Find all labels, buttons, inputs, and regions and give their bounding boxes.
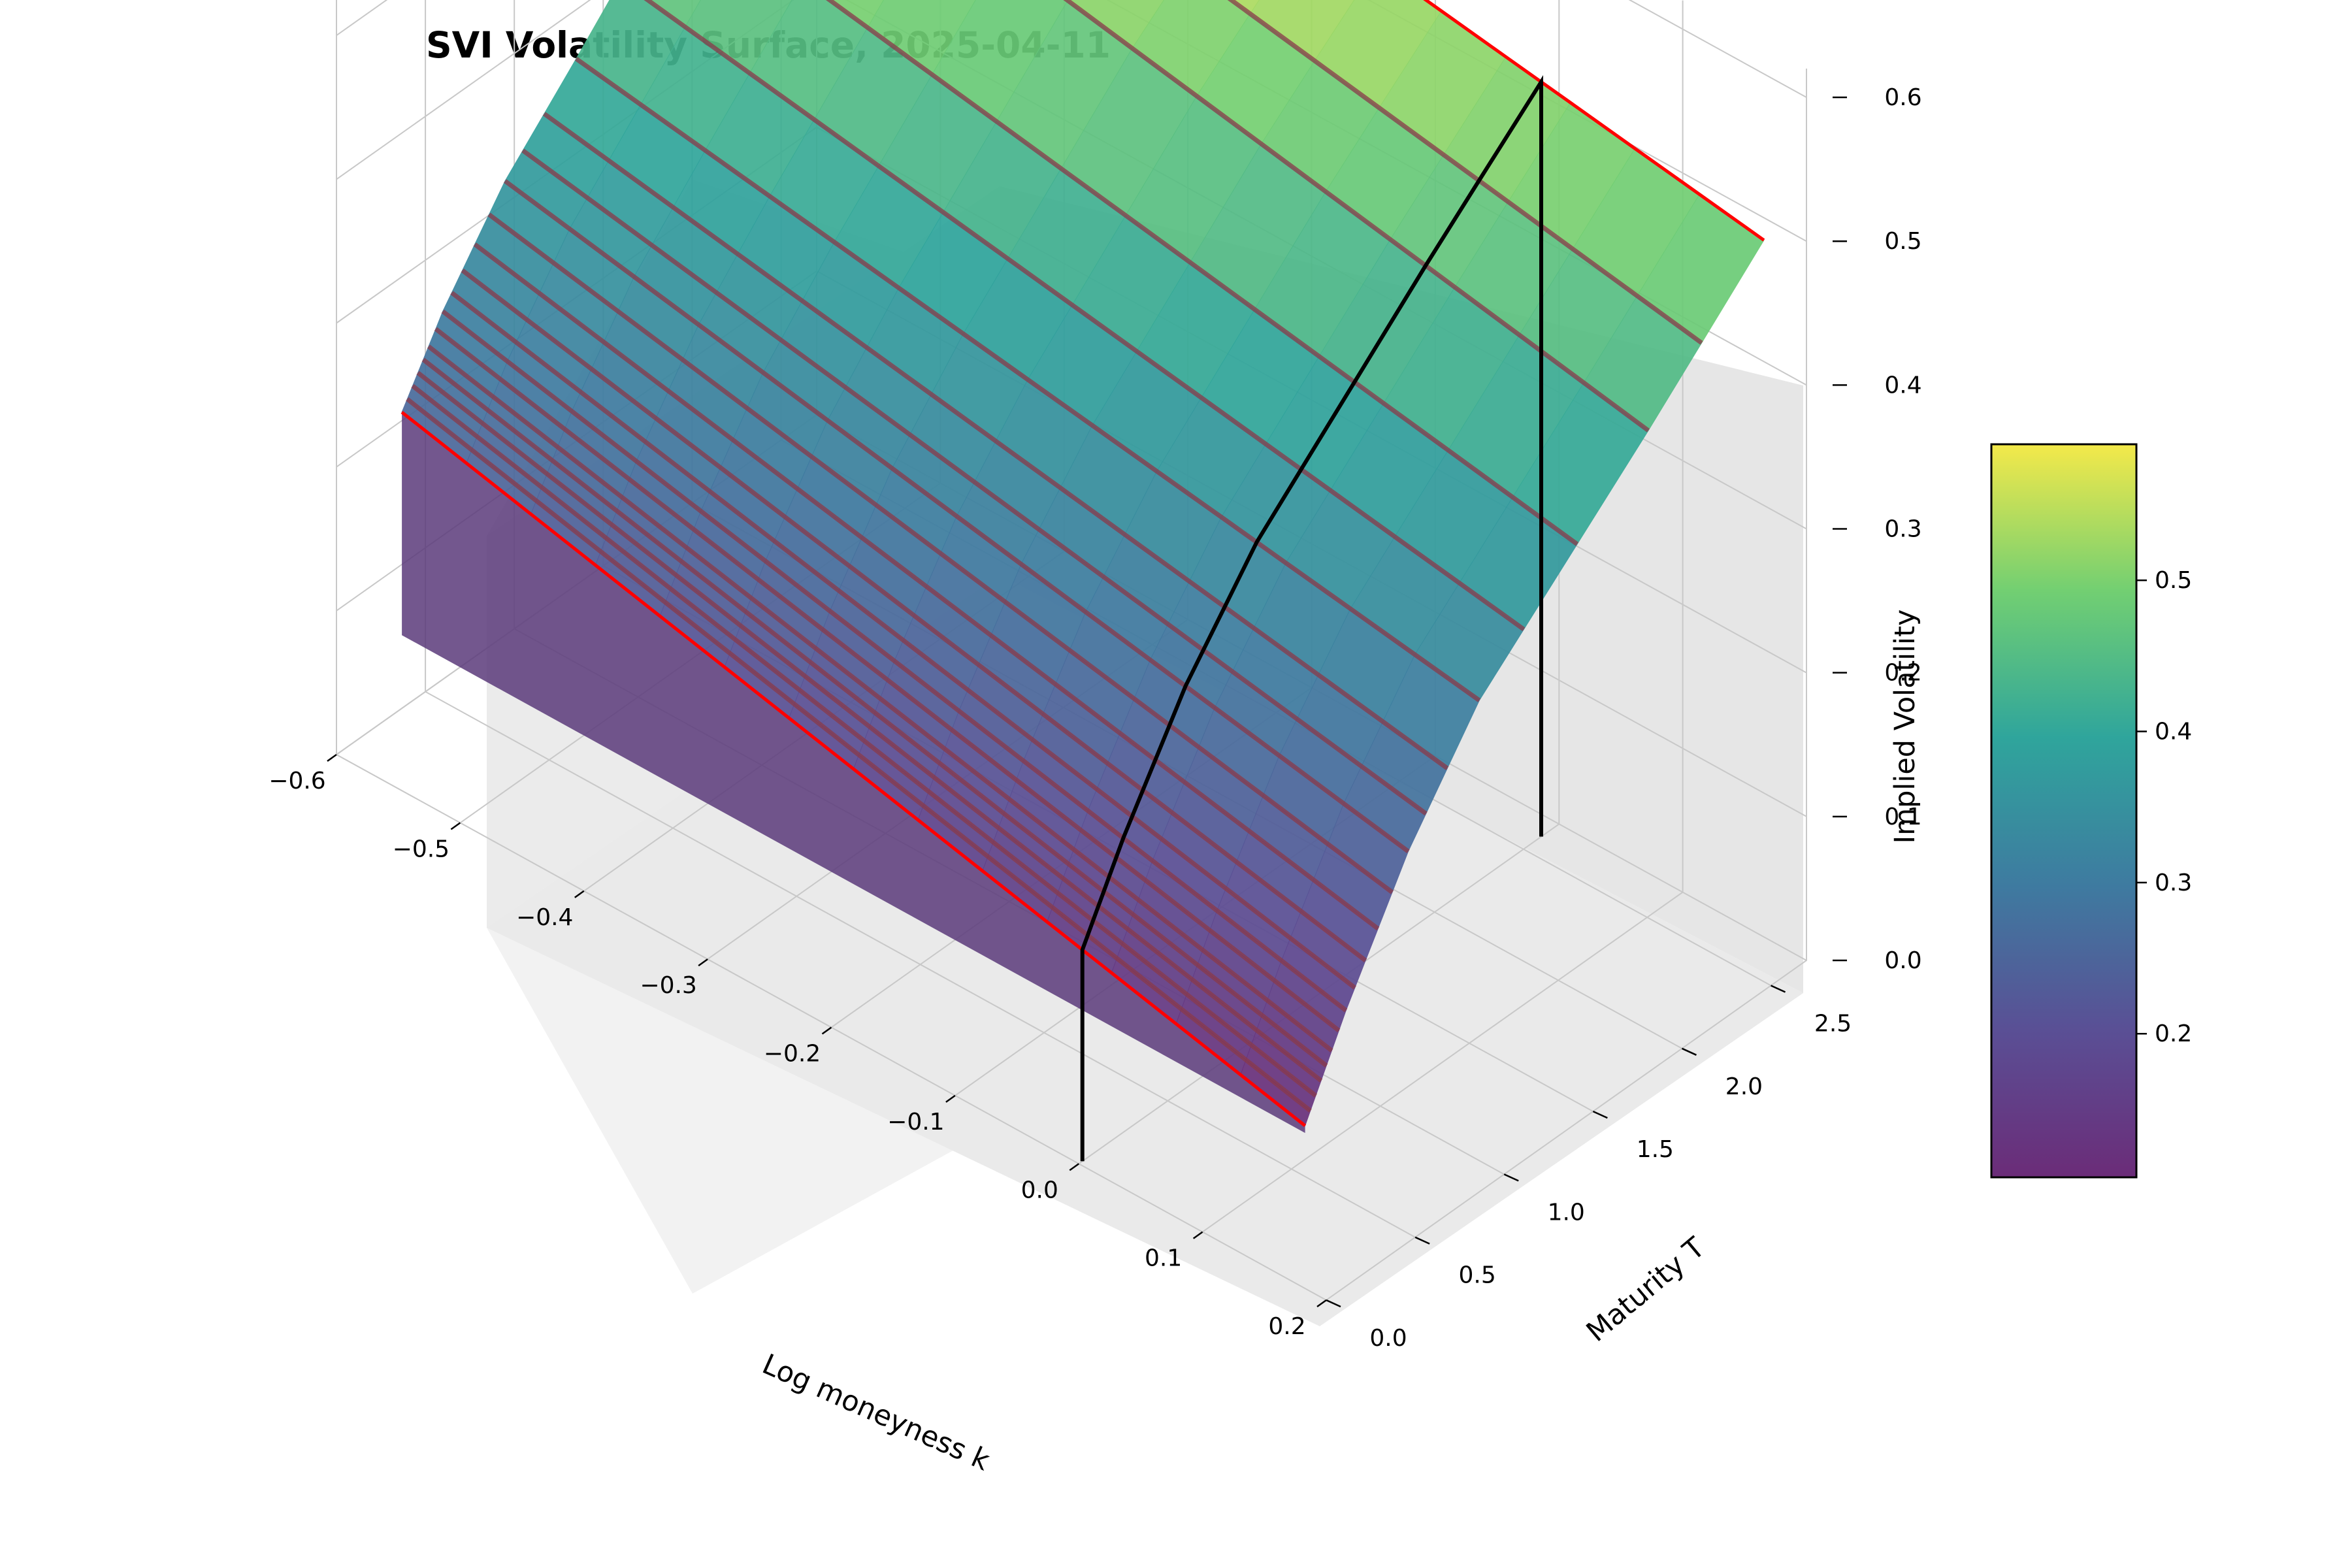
tick-mark	[1503, 1173, 1519, 1182]
tick-label: 0.3	[1884, 516, 1921, 543]
tick-label: −0.5	[393, 836, 449, 862]
maturity-slice-line	[825, 0, 1579, 546]
maturity-slice-line	[411, 384, 1318, 1098]
tick-mark	[821, 1026, 832, 1035]
tick-label: 2.0	[1725, 1073, 1763, 1100]
maturity-slice-line	[1423, 0, 1765, 242]
tick-mark	[1069, 1163, 1079, 1171]
x-axis-ticks: −0.6 −0.5 −0.4 −0.3 −0.2 −0.1 0.0 0.1 0.2	[269, 753, 1327, 1340]
maturity-slice-line	[1227, 0, 1703, 345]
tick-label: 0.5	[1884, 228, 1921, 255]
tick-label: 0.4	[1884, 372, 1921, 399]
y-axis-ticks: 0.0 0.5 1.0 1.5 2.0 2.5	[1326, 985, 1852, 1352]
maturity-slice-line	[450, 291, 1356, 990]
tick-label: 0.2	[1268, 1313, 1305, 1340]
y-axis-label: Maturity T	[1580, 1231, 1712, 1348]
tick-label: −0.6	[269, 768, 325, 794]
tick-label: −0.1	[887, 1109, 944, 1135]
tick-label: 0.2	[1884, 660, 1921, 687]
tick-label: −0.3	[640, 972, 696, 999]
tick-mark	[327, 753, 337, 762]
tick-mark	[1681, 1047, 1697, 1056]
tick-label: 0.0	[1884, 947, 1921, 974]
tick-label: 0.1	[1884, 804, 1921, 830]
tick-mark	[1192, 1231, 1203, 1239]
tick-mark	[1592, 1110, 1608, 1119]
colorbar-tick-label: 0.3	[2155, 870, 2192, 896]
maturity-slice-line	[434, 327, 1341, 1033]
z-axis-ticks: 0.0 0.1 0.2 0.3 0.4 0.5 0.6	[1833, 84, 1922, 974]
colorbar-tick-label: 0.5	[2155, 567, 2192, 594]
atm-line	[1080, 75, 1543, 1162]
tick-label: 0.0	[1021, 1177, 1058, 1203]
tick-label: 0.0	[1369, 1325, 1407, 1352]
maturity-slice-line	[441, 309, 1348, 1013]
maturity-slice-line	[461, 269, 1367, 962]
colorbar-ticks: 0.2 0.3 0.4 0.5	[2136, 567, 2192, 1047]
tick-label: −0.4	[516, 904, 573, 931]
tick-mark	[945, 1094, 956, 1103]
tick-label: −0.2	[764, 1041, 821, 1068]
maturity-slice-line	[1063, 0, 1650, 433]
colorbar-tick-label: 0.4	[2155, 719, 2192, 745]
tick-label: 0.5	[1458, 1262, 1495, 1289]
tick-mark	[1316, 1299, 1327, 1308]
z-axis-label: Implied Volatility	[1889, 610, 1921, 844]
tick-label: 1.0	[1548, 1199, 1585, 1226]
colorbar	[1990, 443, 2138, 1179]
tick-mark	[1414, 1236, 1430, 1245]
maturity-slices	[400, 0, 1765, 1128]
maturity-slice-line	[503, 179, 1410, 854]
tick-label: 2.5	[1814, 1011, 1852, 1037]
maturity-slice-line	[487, 212, 1394, 894]
tick-mark	[1326, 1299, 1341, 1308]
maturity-slice-line	[406, 397, 1312, 1113]
maturity-slice-line	[521, 148, 1428, 816]
maturity-slice-line	[644, 0, 1526, 632]
maturity-slice-line	[421, 357, 1328, 1068]
maturity-slice-line	[574, 57, 1481, 702]
tick-label: 0.6	[1884, 84, 1921, 111]
tick-label: 0.1	[1145, 1245, 1182, 1272]
tick-label: 1.5	[1637, 1136, 1674, 1163]
colorbar-tick-label: 0.2	[2155, 1021, 2192, 1047]
tick-mark	[698, 958, 708, 967]
maturity-slice-line	[416, 370, 1323, 1083]
maturity-slice-line	[400, 410, 1307, 1128]
maturity-slice-line	[473, 242, 1380, 931]
maturity-slice-line	[542, 112, 1449, 770]
tick-mark	[450, 822, 461, 830]
maturity-slice-line	[427, 344, 1333, 1053]
tick-mark	[1771, 985, 1786, 993]
x-axis-label: Log moneyness k	[757, 1348, 994, 1477]
tick-mark	[574, 890, 585, 898]
